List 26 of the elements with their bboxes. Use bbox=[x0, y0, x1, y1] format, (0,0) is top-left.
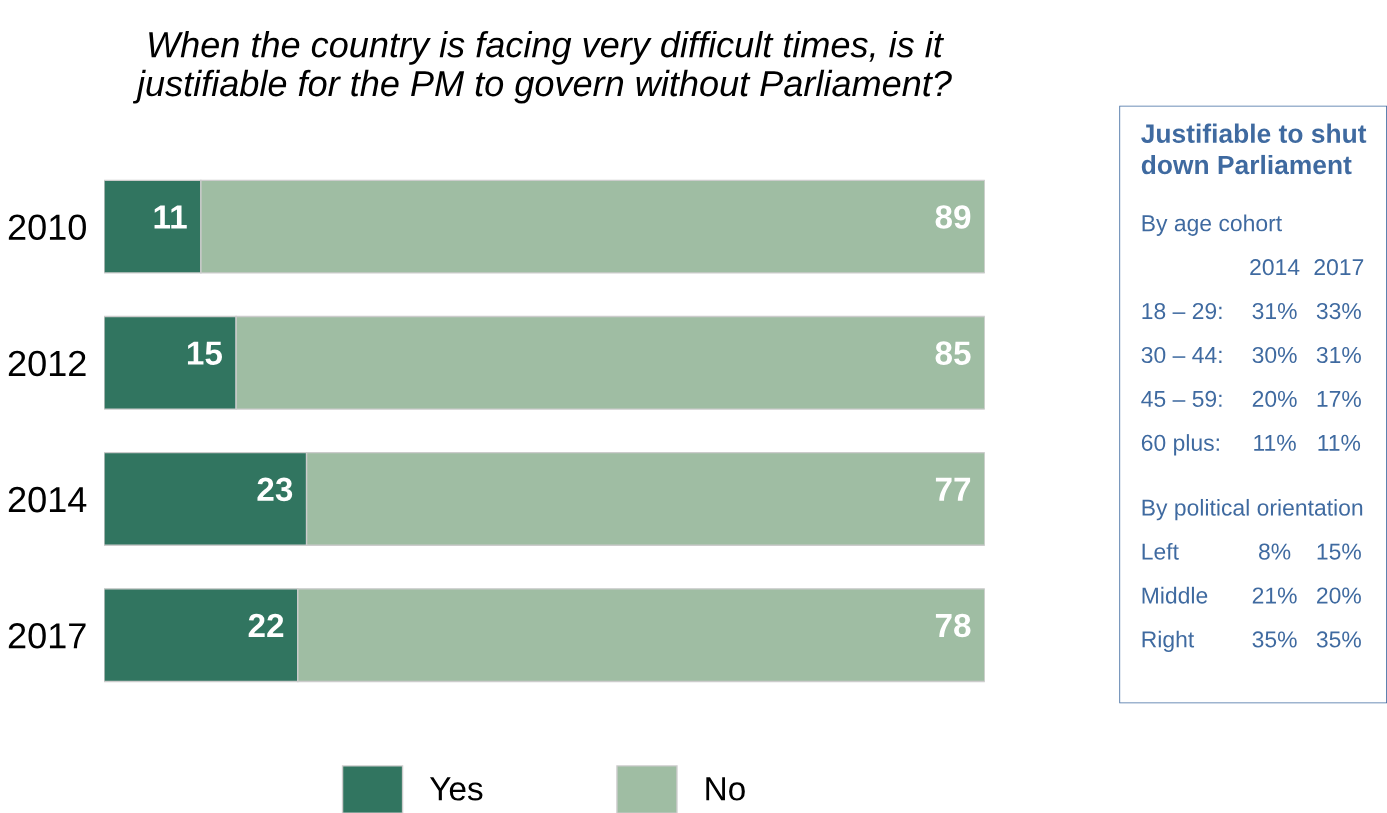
y-tick-label: 2014 bbox=[8, 486, 87, 513]
text: Justifiable to shut down Parliament bbox=[1141, 123, 1367, 175]
text: 45 – 59: 20% 17% bbox=[1141, 390, 1361, 408]
text: Middle 21% 20% bbox=[1142, 586, 1361, 604]
legend-label: Yes bbox=[429, 777, 483, 801]
text: By age cohort bbox=[1142, 214, 1282, 236]
y-tick-label: 2010 bbox=[8, 214, 86, 241]
data-label: 77 bbox=[935, 477, 971, 501]
data-label: 85 bbox=[935, 341, 971, 365]
y-tick-label: 2017 bbox=[8, 623, 86, 649]
legend-label: No bbox=[706, 777, 745, 801]
text: 18 – 29: 31% 33% bbox=[1142, 302, 1361, 320]
data-label: 78 bbox=[935, 613, 971, 638]
chart-title: When the country is facing very difficult times, is it justifiable for the PM to govern without Parliament? bbox=[132, 30, 952, 104]
text: Right 35% 35% bbox=[1142, 630, 1361, 653]
text: By political orientation bbox=[1142, 498, 1363, 521]
y-tick-label: 2012 bbox=[8, 350, 86, 377]
text: Left 8% 15% bbox=[1142, 542, 1361, 560]
data-label: 15 bbox=[187, 341, 222, 365]
data-label: 89 bbox=[935, 205, 971, 229]
text: 2014 2017 bbox=[1250, 259, 1364, 276]
text: 30 – 44: 30% 31% bbox=[1141, 346, 1361, 364]
data-label: 22 bbox=[248, 613, 284, 637]
text: 60 plus: 11% 11% bbox=[1141, 434, 1361, 456]
data-label: 11 bbox=[154, 205, 187, 229]
data-label: 23 bbox=[257, 477, 293, 502]
